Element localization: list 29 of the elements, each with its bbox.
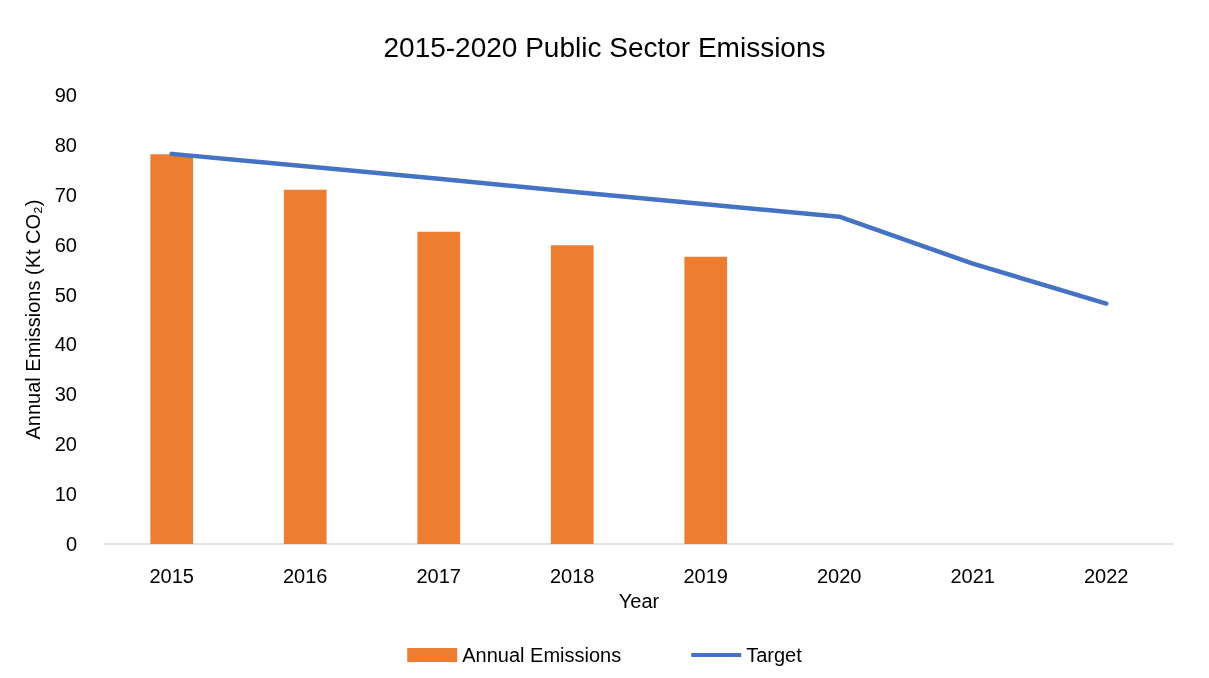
x-tick-label: 2022 <box>1084 565 1129 587</box>
chart-title: 2015-2020 Public Sector Emissions <box>383 31 826 63</box>
x-tick-label: 2019 <box>683 565 728 587</box>
bar <box>283 189 327 544</box>
bar <box>550 245 594 544</box>
y-axis-title: Annual Emissions (Kt CO₂) <box>22 199 44 440</box>
y-tick-label: 90 <box>54 84 77 106</box>
legend-label: Annual Emissions <box>462 644 622 666</box>
x-tick-label: 2020 <box>817 565 862 587</box>
x-tick-label: 2017 <box>416 565 461 587</box>
x-tick-label: 2016 <box>283 565 328 587</box>
y-tick-label: 80 <box>54 133 77 156</box>
legend-label: Target <box>746 644 803 666</box>
bar <box>417 231 461 544</box>
bar <box>684 256 728 544</box>
y-tick-label: 50 <box>54 283 77 306</box>
x-tick-label: 2015 <box>149 565 194 587</box>
y-tick-label: 20 <box>54 433 77 456</box>
bar <box>150 154 194 544</box>
y-tick-label: 10 <box>54 483 77 506</box>
x-axis-title: Year <box>618 589 660 612</box>
x-tick-label: 2018 <box>550 565 595 587</box>
x-tick-label: 2021 <box>950 565 995 587</box>
y-tick-label: 60 <box>54 233 77 256</box>
y-tick-label: 0 <box>65 533 77 555</box>
y-tick-label: 70 <box>54 183 77 206</box>
y-tick-label: 40 <box>54 333 77 356</box>
y-tick-label: 30 <box>54 383 77 406</box>
line-series <box>169 151 1109 306</box>
